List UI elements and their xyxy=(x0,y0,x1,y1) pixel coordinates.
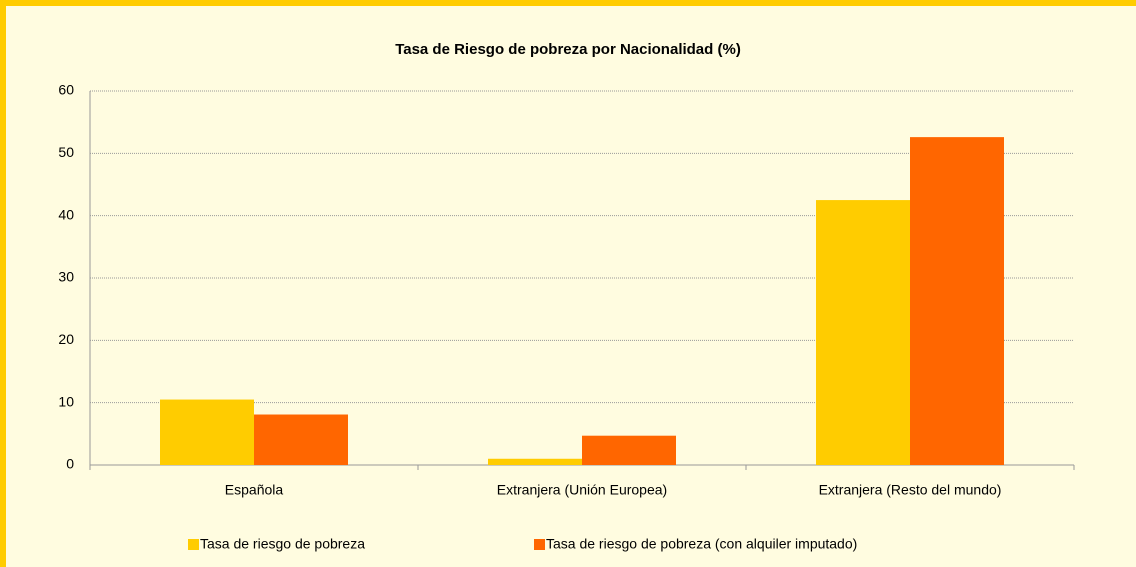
legend-swatch xyxy=(188,539,199,550)
chart-title: Tasa de Riesgo de pobreza por Nacionalid… xyxy=(395,41,741,58)
y-tick-label: 10 xyxy=(58,393,74,409)
bar xyxy=(910,137,1004,466)
y-tick-label: 0 xyxy=(66,456,74,472)
y-tick-label: 60 xyxy=(58,82,74,98)
legend-swatch xyxy=(534,539,545,550)
bar xyxy=(488,458,582,465)
y-tick-label: 40 xyxy=(58,206,74,222)
bar xyxy=(816,200,910,466)
legend-label: Tasa de riesgo de pobreza xyxy=(200,536,365,552)
y-tick-label: 30 xyxy=(58,269,74,285)
bar xyxy=(160,399,254,465)
bar xyxy=(254,414,348,465)
bar xyxy=(582,435,676,465)
x-tick-label: Extranjera (Resto del mundo) xyxy=(819,482,1002,498)
x-tick-label: Extranjera (Unión Europea) xyxy=(497,482,667,498)
y-tick-label: 20 xyxy=(58,331,74,347)
legend-label: Tasa de riesgo de pobreza (con alquiler … xyxy=(546,536,857,552)
y-tick-label: 50 xyxy=(58,144,74,160)
x-tick-label: Española xyxy=(225,482,284,498)
